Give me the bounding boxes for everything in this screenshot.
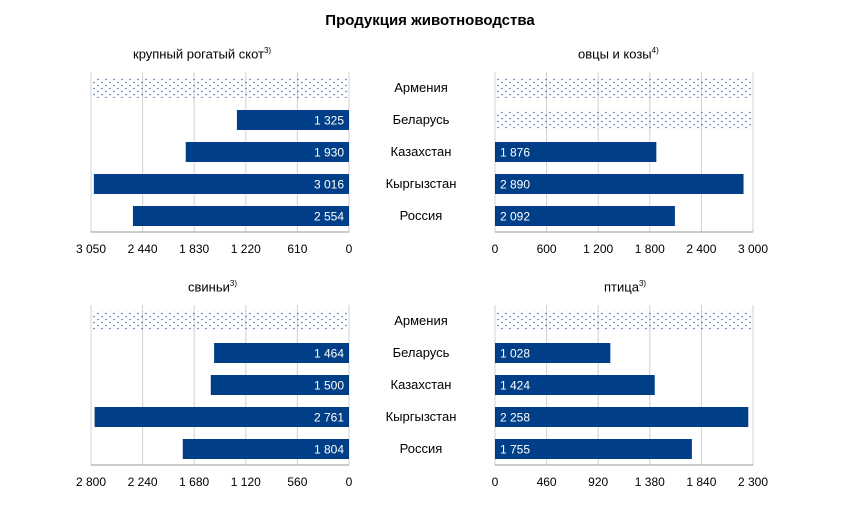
panel-title-pigs: свиньи3) <box>188 279 237 294</box>
bar-cattle-2 <box>185 142 349 162</box>
panel-title-text: птица <box>604 279 639 295</box>
bar-poultry-1 <box>495 343 611 363</box>
tick-label-poultry-5: 2 300 <box>738 475 768 489</box>
tick-label-pigs-3: 1 120 <box>231 475 261 489</box>
footnote-mark: 3) <box>229 279 238 288</box>
value-label-poultry-3: 2 258 <box>500 411 530 425</box>
tick-label-poultry-2: 920 <box>588 475 608 489</box>
value-label-poultry-4: 1 755 <box>500 443 530 457</box>
country-label-top-armenia: Армения <box>394 80 448 95</box>
value-label-sheep-goats-3: 2 890 <box>500 178 530 192</box>
country-label-top-kazakhstan: Казахстан <box>390 144 452 159</box>
bar-pigs-4 <box>182 439 349 459</box>
footnote-mark: 4) <box>651 46 659 55</box>
value-label-sheep-goats-4: 2 092 <box>500 210 530 224</box>
value-label-pigs-2: 1 500 <box>314 379 344 393</box>
tick-label-poultry-1: 460 <box>537 475 557 489</box>
no-data-bar-cattle-0 <box>92 78 348 98</box>
tick-label-cattle-1: 2 440 <box>128 242 158 256</box>
tick-label-pigs-5: 0 <box>346 475 353 489</box>
country-label-top-russia: Россия <box>399 208 443 223</box>
bar-pigs-1 <box>214 343 349 363</box>
tick-label-poultry-3: 1 380 <box>635 475 665 489</box>
tick-label-cattle-4: 610 <box>287 242 307 256</box>
value-label-pigs-3: 2 761 <box>314 411 344 425</box>
tick-label-sheep-goats-2: 1 200 <box>583 242 613 256</box>
value-label-cattle-3: 3 016 <box>314 178 344 192</box>
value-label-cattle-1: 1 325 <box>314 114 344 128</box>
bar-cattle-1 <box>236 110 349 130</box>
tick-label-sheep-goats-3: 1 800 <box>635 242 665 256</box>
tick-label-poultry-0: 0 <box>492 475 499 489</box>
tick-label-pigs-0: 2 800 <box>76 475 106 489</box>
panel-title-text: свиньи <box>188 279 230 295</box>
chart-title: Продукция животноводства <box>325 12 535 29</box>
bar-cattle-4 <box>132 206 349 226</box>
bar-poultry-2 <box>495 375 655 395</box>
no-data-bar-sheep-goats-0 <box>496 78 752 98</box>
value-label-cattle-2: 1 930 <box>314 146 344 160</box>
value-label-cattle-4: 2 554 <box>314 210 344 224</box>
panel-title-text: овцы и козы <box>578 46 652 62</box>
tick-label-sheep-goats-1: 600 <box>537 242 557 256</box>
tick-label-sheep-goats-5: 3 000 <box>738 242 768 256</box>
tick-label-poultry-4: 1 840 <box>686 475 716 489</box>
bar-pigs-2 <box>210 375 349 395</box>
value-label-pigs-4: 1 804 <box>314 443 344 457</box>
no-data-bar-poultry-0 <box>496 311 752 331</box>
country-label-bottom-kyrgyzstan: Кыргызстан <box>385 409 457 424</box>
country-label-bottom-belarus: Беларусь <box>392 345 450 360</box>
tick-label-cattle-3: 1 220 <box>231 242 261 256</box>
footnote-mark: 3) <box>638 279 647 288</box>
bar-poultry-3 <box>495 407 749 427</box>
country-label-bottom-kazakhstan: Казахстан <box>390 377 452 392</box>
footnote-mark: 3) <box>263 46 272 55</box>
tick-label-pigs-2: 1 680 <box>179 475 209 489</box>
panel-title-cattle: крупный рогатый скот3) <box>133 46 271 61</box>
bar-sheep-goats-2 <box>495 142 657 162</box>
bar-pigs-3 <box>94 407 350 427</box>
tick-label-cattle-2: 1 830 <box>179 242 209 256</box>
tick-label-sheep-goats-0: 0 <box>492 242 499 256</box>
bar-poultry-4 <box>495 439 692 459</box>
tick-label-sheep-goats-4: 2 400 <box>686 242 716 256</box>
bar-sheep-goats-3 <box>495 174 744 194</box>
bar-sheep-goats-4 <box>495 206 675 226</box>
tick-label-pigs-1: 2 240 <box>128 475 158 489</box>
panel-title-text: крупный рогатый скот <box>133 46 264 62</box>
no-data-bar-pigs-0 <box>92 311 348 331</box>
tick-label-cattle-5: 0 <box>346 242 353 256</box>
value-label-pigs-1: 1 464 <box>314 347 344 361</box>
country-label-top-belarus: Беларусь <box>392 112 450 127</box>
value-label-poultry-1: 1 028 <box>500 347 530 361</box>
country-label-bottom-russia: Россия <box>399 441 443 456</box>
country-label-top-kyrgyzstan: Кыргызстан <box>385 176 457 191</box>
tick-label-pigs-4: 560 <box>287 475 307 489</box>
value-label-sheep-goats-2: 1 876 <box>500 146 530 160</box>
no-data-bar-sheep-goats-1 <box>496 110 752 130</box>
country-label-bottom-armenia: Армения <box>394 313 448 328</box>
bar-cattle-3 <box>93 174 349 194</box>
panel-title-sheep: овцы и козы4) <box>578 46 659 61</box>
tick-label-cattle-0: 3 050 <box>76 242 106 256</box>
panel-title-poultry: птица3) <box>604 279 646 294</box>
value-label-poultry-2: 1 424 <box>500 379 530 393</box>
